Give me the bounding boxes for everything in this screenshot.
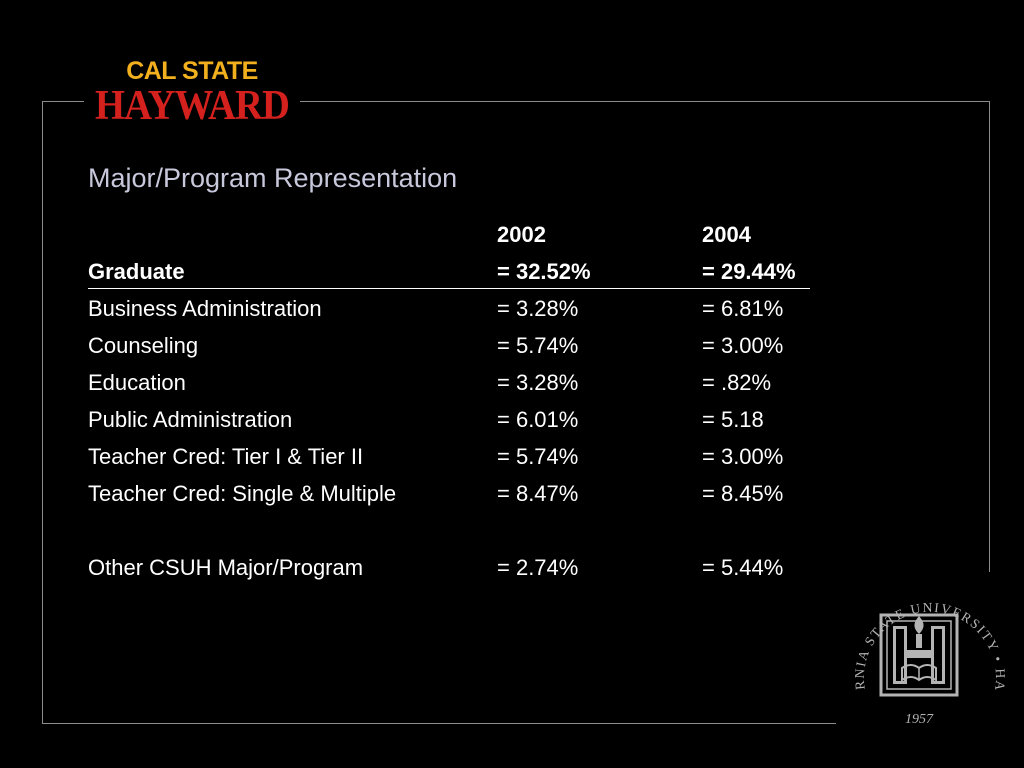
logo-line-cal-state: CAL STATE (126, 57, 258, 85)
value-2004: = 29.44% (702, 259, 796, 284)
table-row: Teacher Cred: Tier I & Tier II = 5.74% =… (88, 444, 818, 474)
seal-arc-text: CALIFORNIA STATE UNIVERSITY • HAYWARD (836, 572, 1008, 692)
table-row: Teacher Cred: Single & Multiple = 8.47% … (88, 481, 818, 511)
table-row: Education = 3.28% = .82% (88, 370, 818, 400)
table-header-row: 2002 2004 (88, 222, 818, 252)
slide-title: Major/Program Representation (88, 163, 458, 193)
university-seal: CALIFORNIA STATE UNIVERSITY • HAYWARD 19… (836, 572, 1024, 768)
table-row: Public Administration = 6.01% = 5.18 (88, 407, 818, 437)
value-2004: = .82% (702, 370, 772, 395)
graduate-summary-row: Graduate = 32.52% = 29.44% (88, 259, 810, 289)
row-label: Public Administration (88, 407, 293, 432)
other-program-row: Other CSUH Major/Program = 2.74% = 5.44% (88, 555, 818, 585)
value-2002: = 3.28% (497, 296, 579, 321)
value-2004: = 3.00% (702, 444, 784, 469)
value-2002: = 2.74% (497, 555, 579, 580)
row-label: Business Administration (88, 296, 322, 321)
year-2004-header: 2004 (702, 222, 751, 247)
row-label: Education (88, 370, 186, 395)
table-row: Business Administration = 3.28% = 6.81% (88, 296, 818, 326)
seal-icon: CALIFORNIA STATE UNIVERSITY • HAYWARD 19… (836, 572, 1008, 727)
row-label: Graduate (88, 259, 185, 284)
table-row: Counseling = 5.74% = 3.00% (88, 333, 818, 363)
value-2004: = 6.81% (702, 296, 784, 321)
value-2004: = 3.00% (702, 333, 784, 358)
value-2002: = 8.47% (497, 481, 579, 506)
value-2002: = 3.28% (497, 370, 579, 395)
row-label: Teacher Cred: Single & Multiple (88, 481, 397, 506)
value-2002: = 5.74% (497, 333, 579, 358)
row-label: Other CSUH Major/Program (88, 555, 364, 580)
value-2004: = 5.44% (702, 555, 784, 580)
slide-frame (42, 101, 990, 724)
logo-line-hayward: HAYWARD (95, 83, 290, 129)
value-2004: = 8.45% (702, 481, 784, 506)
seal-year: 1957 (905, 712, 934, 727)
cal-state-hayward-logo: CAL STATE HAYWARD (84, 56, 300, 138)
value-2002: = 5.74% (497, 444, 579, 469)
row-label: Counseling (88, 333, 199, 358)
value-2004: = 5.18 (702, 407, 764, 432)
year-2002-header: 2002 (497, 222, 546, 247)
value-2002: = 32.52% (497, 259, 591, 284)
row-label: Teacher Cred: Tier I & Tier II (88, 444, 364, 469)
value-2002: = 6.01% (497, 407, 579, 432)
